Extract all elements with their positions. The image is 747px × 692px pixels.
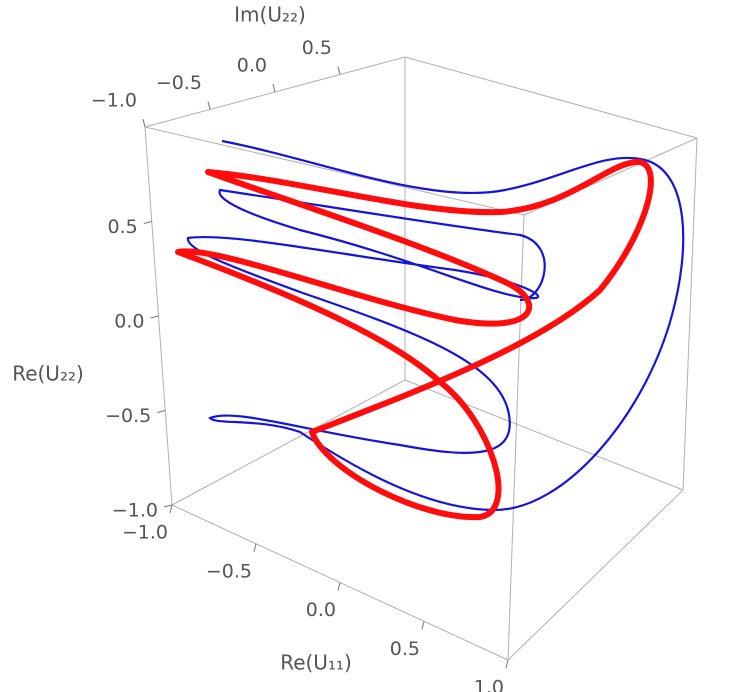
tick-mark (169, 504, 173, 514)
tick-label: 0.5 (108, 216, 138, 238)
tick-label: −1.0 (112, 500, 158, 522)
tick-mark (143, 221, 152, 224)
tick-label: 0.5 (390, 638, 420, 660)
tick-mark (142, 118, 146, 128)
tick-label: 0.5 (302, 37, 332, 59)
box-edge (507, 489, 684, 661)
blue-curve (186, 139, 685, 512)
z-axis-title: Re(U₂₂) (12, 362, 84, 386)
tick-label: −1.0 (122, 522, 168, 544)
tick-label: −1.0 (91, 90, 137, 112)
tick-mark (337, 66, 341, 75)
tick-mark (163, 504, 173, 508)
x-axis-title: Re(U₁₁) (280, 651, 352, 675)
tick-label: 0.0 (237, 55, 267, 77)
tick-mark (253, 543, 257, 552)
box-edge (144, 126, 525, 216)
tick-label: −0.5 (156, 72, 202, 94)
tick-label: 0.0 (114, 311, 144, 333)
tick-mark (150, 315, 159, 319)
box-edge (171, 379, 406, 506)
curves (175, 139, 685, 521)
red-curve (175, 158, 654, 521)
tick-mark (337, 582, 341, 591)
tick-mark (505, 659, 509, 669)
tick-mark (157, 410, 166, 413)
tick-mark (272, 83, 276, 93)
tick-mark (421, 621, 425, 630)
box-edge (404, 56, 698, 139)
tick-label: −0.5 (105, 405, 151, 427)
tick-label: −0.5 (206, 560, 252, 582)
tick-label: 0.0 (306, 599, 336, 621)
y-axis-title: Im(U₂₂) (234, 3, 306, 27)
box-edge (404, 379, 684, 491)
tick-mark (207, 101, 211, 110)
tick-label: 1.0 (474, 677, 504, 692)
box-edge (682, 137, 698, 491)
